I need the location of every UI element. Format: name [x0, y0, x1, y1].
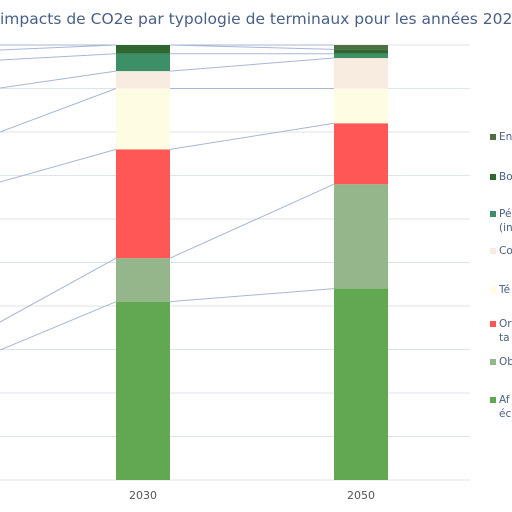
legend-swatch — [490, 134, 496, 140]
legend-swatch — [490, 321, 496, 327]
legend: En Bo Pé (in Co Té Or ta Ob Af éc — [490, 0, 512, 512]
bar-segment — [116, 71, 170, 89]
legend-item: Pé (in — [490, 207, 512, 235]
connector-line — [169, 57, 335, 72]
connector-line — [0, 301, 117, 351]
bar-segment — [334, 53, 388, 59]
connector-line — [169, 183, 335, 259]
x-tick-label: 2030 — [129, 489, 157, 502]
legend-label: Af — [499, 394, 510, 406]
chart-title: impacts de CO2e par typologie de termina… — [0, 10, 512, 28]
legend-label: Pé — [499, 208, 512, 220]
connector-line — [0, 53, 117, 61]
connector-line — [0, 148, 117, 183]
legend-swatch — [490, 174, 496, 180]
bars — [116, 45, 388, 480]
bar-segment — [334, 184, 388, 289]
legend-label: En — [499, 131, 512, 143]
x-tick-label: 2050 — [347, 489, 375, 502]
x-axis-ticks: 2030 2050 — [129, 489, 375, 502]
legend-item: Bo — [490, 170, 512, 184]
legend-swatch — [490, 397, 496, 403]
legend-label: Bo — [499, 171, 512, 183]
connector-lines — [0, 44, 335, 351]
legend-label: Té — [499, 284, 511, 296]
bar-segment — [116, 301, 170, 480]
bar-segment — [116, 258, 170, 302]
connector-line — [0, 44, 117, 51]
bar-segment — [116, 88, 170, 150]
bar-segment — [334, 88, 388, 124]
legend-label: Ob — [499, 356, 512, 368]
legend-swatch — [490, 211, 496, 217]
legend-item: Af éc — [490, 393, 511, 421]
gridlines — [0, 44, 470, 481]
legend-label-line2: ta — [499, 332, 510, 344]
connector-line — [169, 44, 335, 50]
bar-segment — [334, 123, 388, 185]
connector-line — [169, 122, 335, 150]
legend-swatch — [490, 248, 496, 254]
bar-segment — [334, 58, 388, 89]
legend-item: Co — [490, 244, 512, 258]
bar-segment — [116, 45, 170, 54]
legend-swatch — [490, 287, 496, 293]
bar-segment — [334, 288, 388, 480]
connector-line — [169, 288, 335, 303]
legend-item: Or ta — [490, 317, 512, 345]
legend-item: Té — [490, 283, 510, 297]
connector-line — [0, 257, 117, 323]
connector-line — [0, 88, 117, 133]
bar-segment — [116, 53, 170, 72]
bar-segment — [116, 149, 170, 259]
connector-line — [0, 70, 117, 89]
legend-label: Or — [499, 318, 512, 330]
legend-label-line2: éc — [499, 408, 512, 420]
bar-segment — [334, 49, 388, 54]
bar-segment — [334, 45, 388, 50]
legend-swatch — [490, 359, 496, 365]
legend-item: Ob — [490, 355, 512, 369]
legend-label: Co — [499, 245, 512, 257]
legend-label-line2: (in — [499, 222, 512, 234]
legend-item: En — [490, 130, 512, 144]
